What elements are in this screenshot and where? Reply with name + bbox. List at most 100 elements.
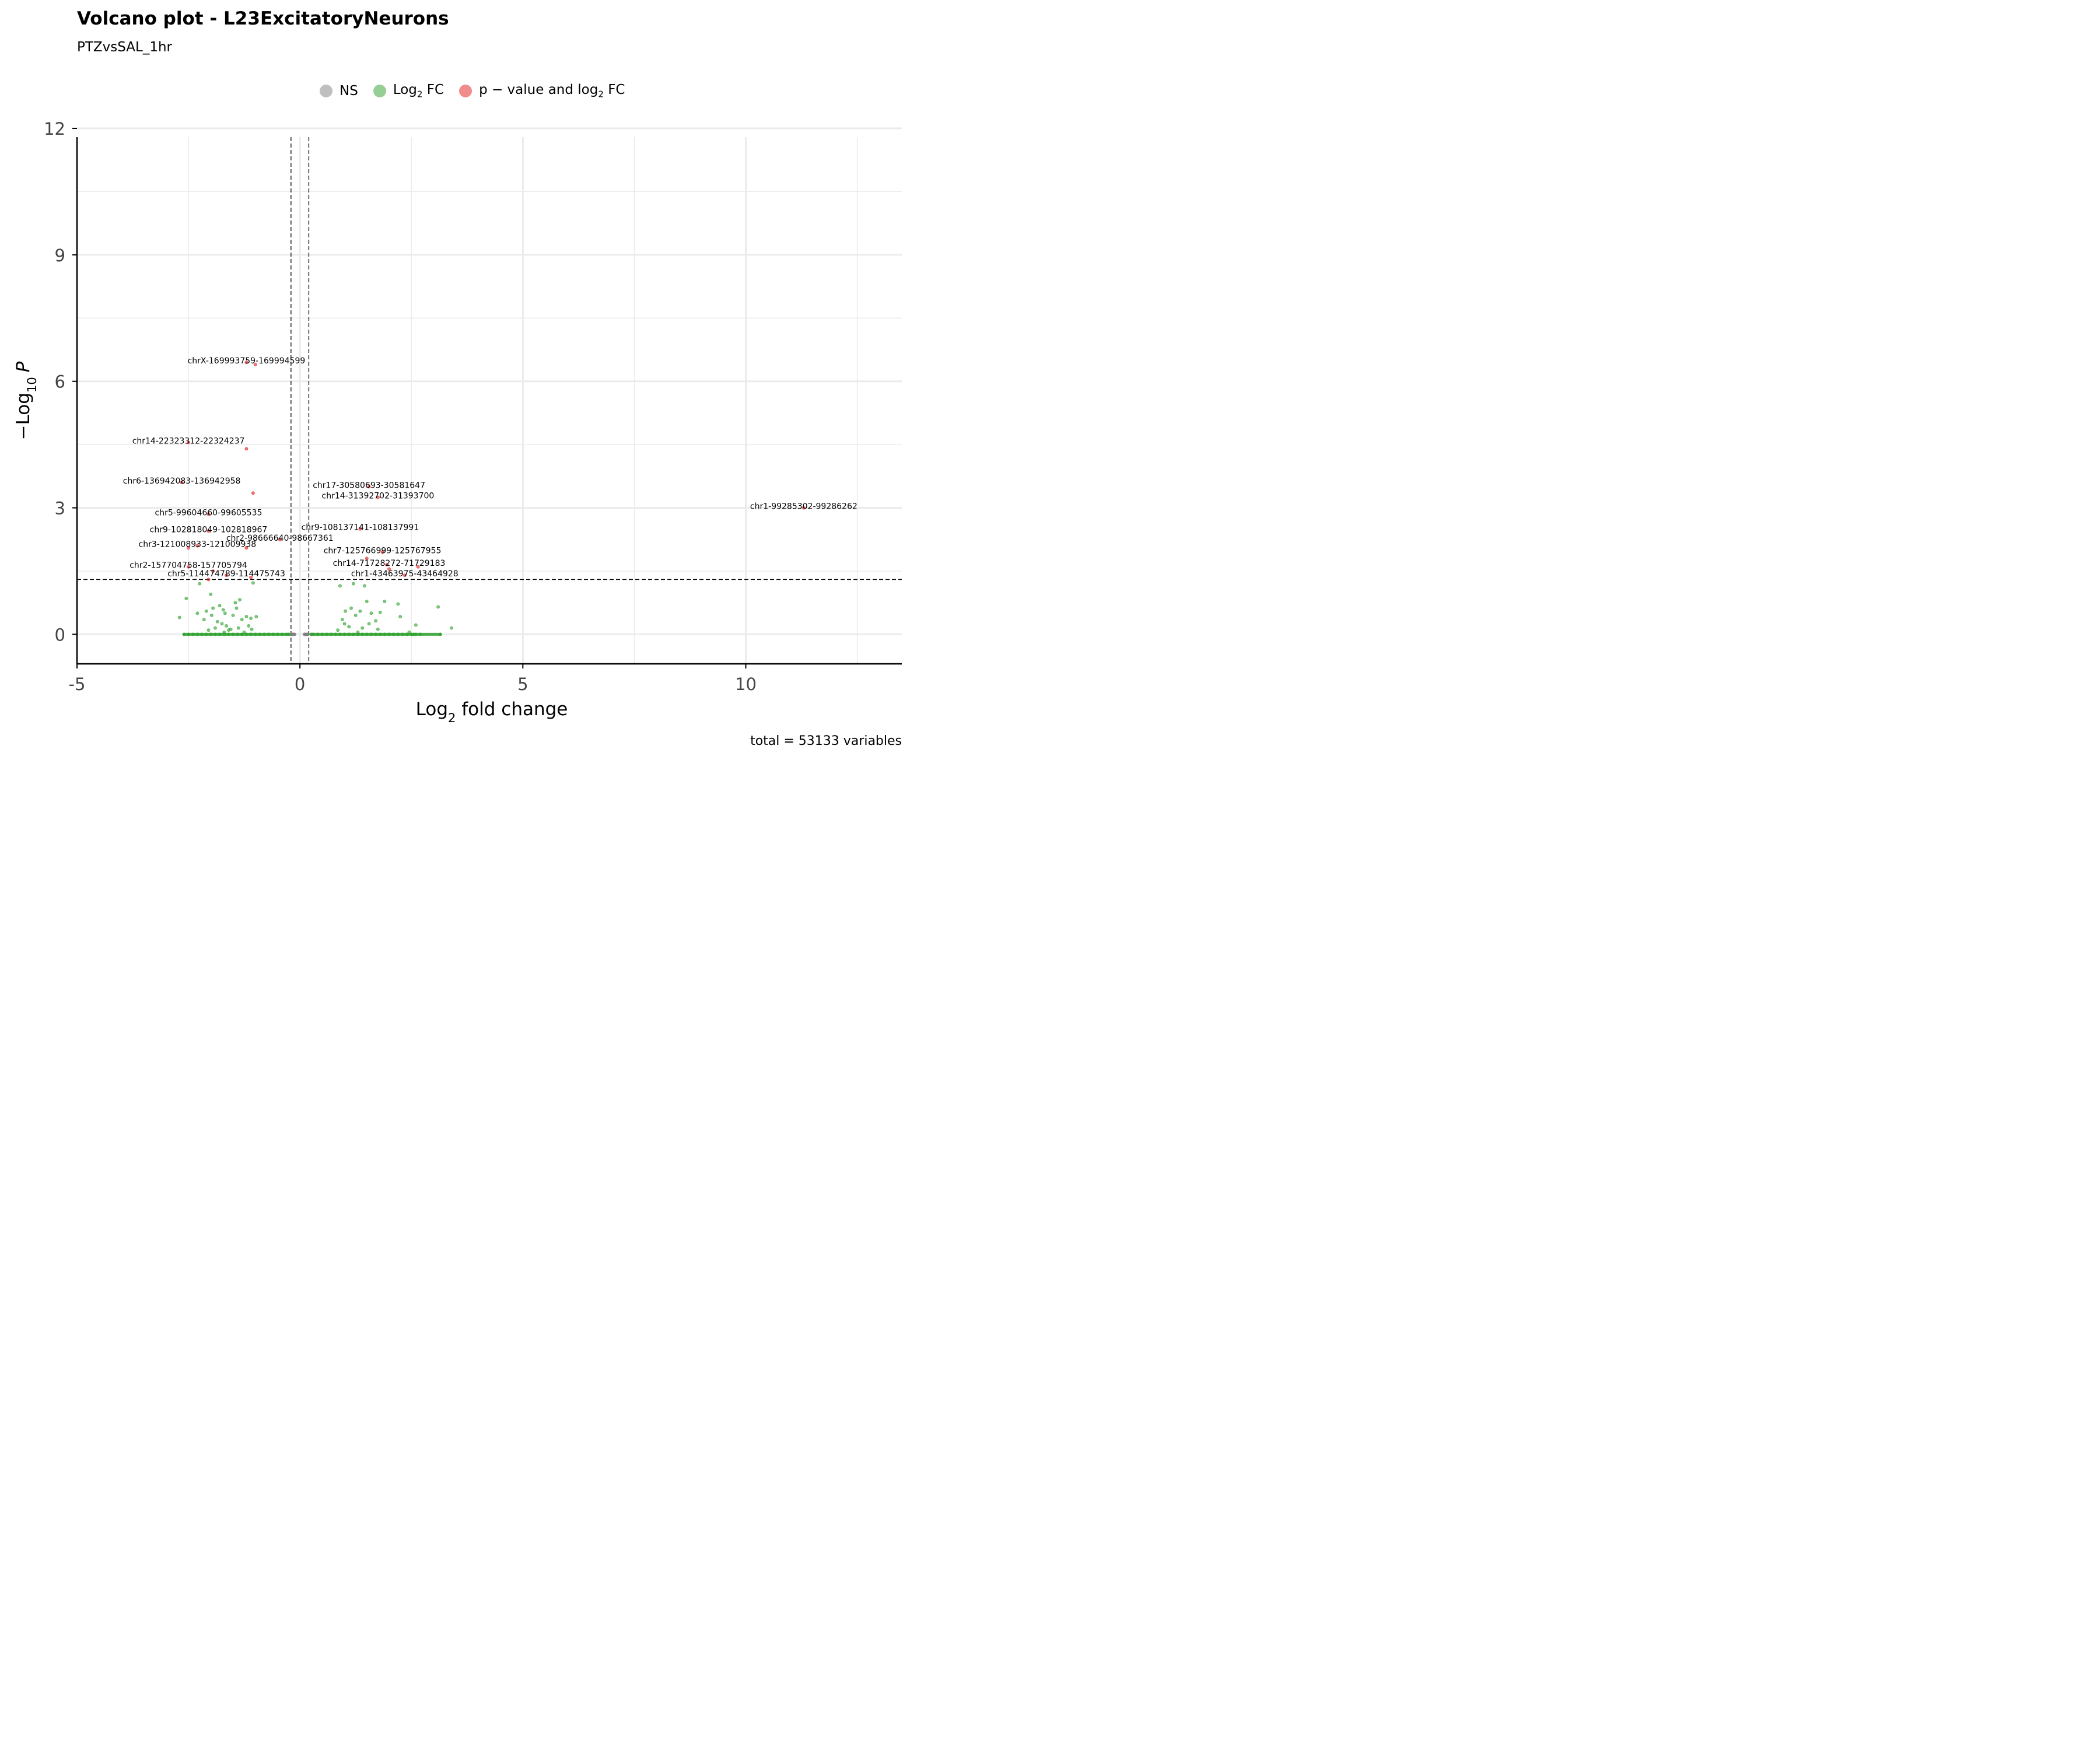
x-tick-label: 0 [295,674,305,694]
data-point [251,491,255,495]
data-point [206,512,211,516]
data-point [223,611,227,615]
legend-item-ns: NS [320,83,358,99]
data-point [450,626,453,630]
data-point [398,615,402,618]
y-tick-label: 6 [55,372,65,392]
point-labels: chrX-169993759-169994599 chr14-22323312-2… [123,356,858,579]
legend-swatch-pvalue-log2fc [459,85,473,97]
data-point [247,624,251,628]
point-label: chr9-108137141-108137991 [302,523,419,533]
data-point [225,573,228,578]
data-point [244,447,249,451]
data-point [436,605,440,609]
point-label: chrX-169993759-169994599 [188,356,306,366]
legend-swatch-log2fc [373,85,386,97]
legend-label-pvalue-log2fc: p − value and log2 FC [479,82,625,100]
point-label: chr17-30580693-30581647 [313,481,425,490]
volcano-plot: chrX-169993759-169994599 chr14-22323312-2… [13,119,902,725]
data-point [187,546,190,550]
point-label: chr1-99285302-99286262 [750,502,858,512]
data-point [369,611,373,615]
chart-legend: NS Log2 FC p − value and log2 FC [320,80,640,102]
data-point [233,601,237,605]
data-point [225,624,228,628]
data-point [363,584,366,588]
point-label: chr6-136942083-136942958 [123,477,241,486]
legend-swatch-ns [320,85,332,97]
chart-subtitle: PTZvsSAL_1hr [77,40,173,55]
data-point [383,600,387,603]
data-point [204,609,208,613]
data-point [360,626,365,630]
data-point [365,600,369,603]
data-point [254,615,258,618]
data-point [374,619,377,623]
data-point [235,606,239,610]
data-point [387,567,391,571]
x-tick-label: -5 [69,674,86,694]
data-point [396,602,400,606]
point-label: chr5-114474789-114475743 [167,569,285,579]
data-point [244,360,249,365]
legend-label-log2fc: Log2 FC [393,82,444,100]
point-label: chr1-43463975-43464928 [351,569,459,579]
data-point [184,597,188,600]
chart-caption: total = 53133 variables [750,734,902,748]
y-axis-title: −Log10P [13,361,39,440]
data-point [251,581,255,585]
data-point [211,569,215,573]
data-point [215,620,219,624]
data-point [206,529,211,533]
data-points [177,360,806,636]
point-label: chr7-125766999-125767955 [324,546,442,555]
data-point [340,618,344,622]
point-label: chr5-99604660-99605535 [155,508,262,517]
data-point [180,481,184,485]
data-point [177,615,181,620]
chart-title: Volcano plot - L23ExcitatoryNeurons [77,8,449,29]
x-tick-label: 10 [735,674,757,694]
legend-label-ns: NS [340,83,358,99]
point-label: chr2-98666640-98667361 [226,534,334,543]
data-point [187,440,190,444]
data-point [221,608,225,612]
cutoff-lines [77,137,902,664]
data-point [347,625,351,629]
point-label: chr9-102818049-102818967 [150,525,268,534]
data-point [365,556,369,561]
data-point [231,613,235,617]
data-point [367,485,371,489]
data-point [342,622,346,626]
data-point [240,618,244,622]
data-point [378,610,382,614]
data-point [229,627,233,631]
data-point [218,604,222,608]
data-point [402,573,407,578]
data-point [367,622,371,626]
data-point [385,563,389,567]
data-point [220,622,224,626]
point-label: chr14-31392702-31393700 [322,491,435,501]
point-label: chr2-157704758-157705794 [130,561,247,570]
data-point [206,628,211,632]
data-point [376,495,380,499]
point-label: chr3-121008933-121009938 [139,540,257,550]
data-point [211,606,215,610]
data-point [253,362,257,366]
data-point [414,623,418,627]
data-point [195,611,200,615]
data-point [209,592,213,596]
data-point [236,626,240,630]
x-axis-title: Log2 fold change [416,699,568,725]
data-point [214,626,217,630]
y-tick-label: 9 [55,246,65,265]
y-tick-label: 0 [55,625,65,645]
point-label: chr14-71728272-71729183 [333,559,446,568]
data-point [187,565,190,569]
data-point [278,537,282,541]
data-point [416,565,420,569]
data-point [202,618,206,622]
data-point [249,617,253,620]
data-point [349,606,353,610]
